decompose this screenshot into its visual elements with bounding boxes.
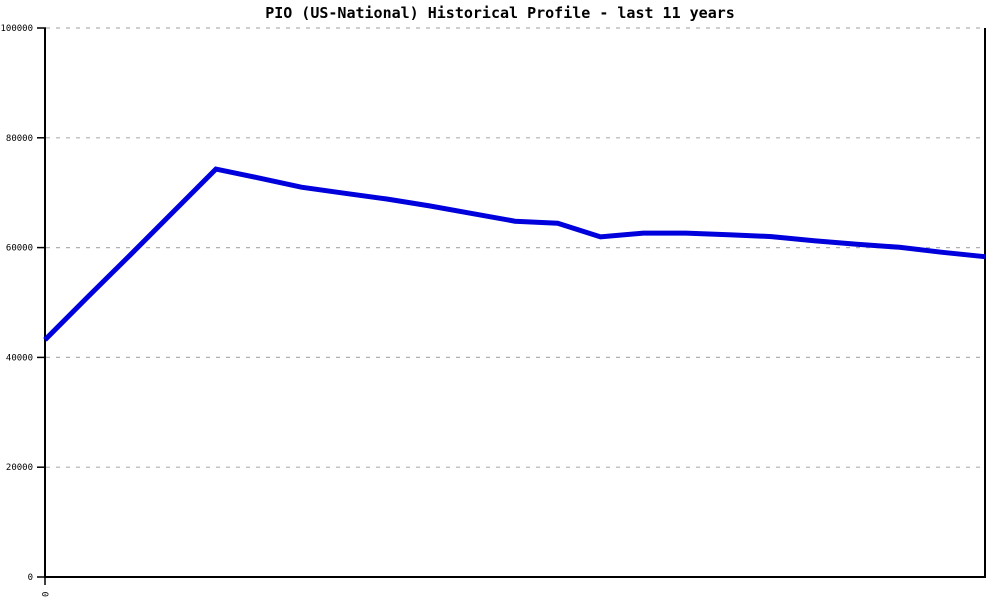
y-tick-label: 60000 <box>6 244 33 254</box>
y-tick-label: 0 <box>28 573 33 583</box>
y-tick-label: 20000 <box>6 463 33 473</box>
y-tick-label: 100000 <box>0 24 33 34</box>
y-tick-label: 80000 <box>6 134 33 144</box>
chart-title: PIO (US-National) Historical Profile - l… <box>265 4 735 22</box>
data-line <box>43 166 986 342</box>
x-tick-label: 0 <box>42 592 52 597</box>
y-tick-label: 40000 <box>6 353 33 363</box>
